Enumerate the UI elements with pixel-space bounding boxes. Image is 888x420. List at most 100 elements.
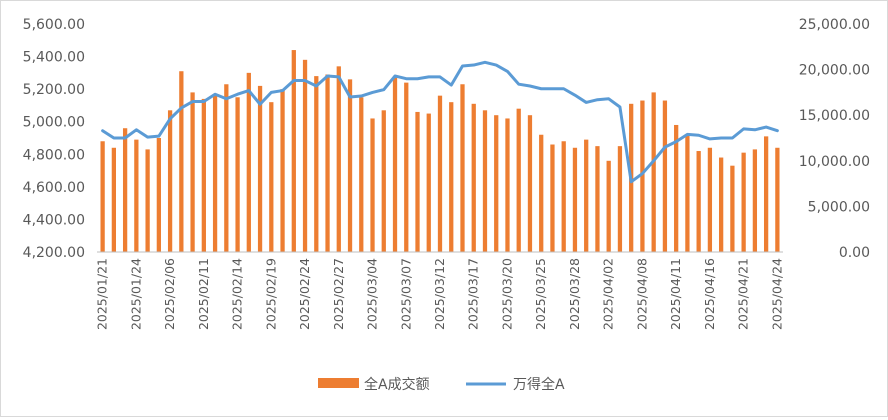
- x-tick-label: 2025/04/02: [601, 258, 616, 330]
- bar-2025/04/11: [674, 124, 679, 252]
- bar-2025/03/07: [404, 82, 409, 252]
- x-tick-label: 2025/03/20: [499, 258, 514, 330]
- x-tick-label: 2025/04/08: [634, 258, 649, 330]
- bar-2025/01/24: [134, 139, 139, 252]
- left-y-tick-label: 5,600.00: [23, 17, 85, 33]
- bar-2025/03/03: [359, 97, 364, 252]
- bar-2025/03/14: [460, 84, 465, 252]
- left-y-tick-label: 4,800.00: [23, 147, 85, 163]
- left-y-axis: 4,200.00 4,400.00 4,600.00 4,800.00 5,000.00…: [23, 17, 85, 261]
- bar-2025/03/25: [539, 134, 544, 252]
- legend-label-bars: 全A成交额: [364, 376, 430, 393]
- x-tick-label: 2025/03/07: [398, 258, 413, 330]
- x-tick-label: 2025/03/25: [533, 258, 548, 330]
- x-tick-label: 2025/01/21: [95, 258, 110, 330]
- bar-2025/03/12: [437, 95, 443, 252]
- x-tick-label: 2025/04/16: [702, 258, 717, 330]
- bar-2025/03/26: [550, 144, 555, 252]
- right-y-tick-label: 5,000.00: [808, 199, 870, 215]
- x-tick-label: 2025/04/11: [668, 258, 683, 330]
- x-tick-label: 2025/03/12: [432, 258, 447, 330]
- bar-2025/03/28: [572, 147, 578, 252]
- bar-2025/04/22: [752, 149, 758, 252]
- x-tick-label: 2025/02/24: [297, 258, 312, 330]
- bar-2025/03/06: [392, 77, 398, 253]
- bar-2025/03/19: [494, 115, 499, 252]
- right-y-tick-label: 20,000.00: [799, 63, 870, 79]
- x-tick-label: 2025/03/28: [567, 258, 582, 330]
- bar-2025/04/02: [606, 160, 611, 252]
- bar-2025/04/17: [719, 157, 724, 252]
- bar-2025/02/07: [179, 71, 184, 252]
- x-tick-label: 2025/03/04: [365, 258, 380, 330]
- bar-2025/02/28: [347, 79, 353, 253]
- bar-2025/03/11: [426, 113, 431, 252]
- bar-2025/02/25: [314, 76, 319, 252]
- right-y-tick-label: 15,000.00: [799, 108, 870, 124]
- bar-2025/03/05: [381, 110, 386, 252]
- right-y-tick-label: 25,000.00: [799, 17, 870, 33]
- bar-2025/02/11: [201, 98, 206, 252]
- bar-2025/02/14: [235, 97, 240, 252]
- bar-2025/02/21: [291, 50, 296, 253]
- x-tick-label: 2025/02/06: [162, 258, 177, 330]
- bar-2025/03/24: [527, 115, 533, 252]
- bar-2025/04/23: [763, 136, 769, 252]
- bar-2025/03/27: [561, 141, 566, 252]
- bar-2025/02/20: [280, 89, 285, 252]
- bar-2025/01/22: [111, 147, 116, 252]
- bar-2025/03/31: [584, 139, 589, 252]
- x-tick-label: 2025/04/21: [736, 258, 751, 330]
- right-y-axis: 0.00 5,000.00 10,000.00 15,000.00 20,000.00 2…: [799, 17, 870, 261]
- bar-2025/04/15: [696, 151, 701, 252]
- bar-2025/02/17: [246, 72, 251, 252]
- bar-2025/01/21: [100, 141, 105, 252]
- right-y-tick-label: 10,000.00: [799, 154, 870, 170]
- left-y-tick-label: 5,000.00: [23, 115, 85, 131]
- left-y-tick-label: 4,400.00: [23, 212, 85, 228]
- left-y-tick-label: 4,600.00: [23, 180, 85, 196]
- bar-2025/03/20: [505, 118, 510, 253]
- bar-2025/02/26: [325, 74, 330, 253]
- bar-2025/03/10: [415, 111, 420, 252]
- legend: 全A成交额 万得全A: [318, 376, 565, 393]
- bar-2025/02/06: [167, 110, 173, 252]
- bar-2025/04/16: [707, 147, 713, 252]
- bar-2025/03/04: [370, 118, 375, 253]
- bar-2025/01/23: [122, 128, 128, 252]
- bar-2025/02/18: [257, 85, 263, 252]
- bar-2025/03/18: [482, 110, 488, 252]
- left-y-tick-label: 4,200.00: [23, 245, 85, 261]
- bar-2025/04/24: [775, 147, 780, 252]
- x-tick-label: 2025/02/14: [230, 258, 245, 330]
- bar-2025/03/21: [516, 108, 521, 252]
- x-tick-label: 2025/02/19: [263, 258, 278, 330]
- plot-area: [100, 50, 780, 253]
- bar-2025/04/03: [617, 146, 623, 252]
- x-tick-label: 2025/04/24: [769, 258, 784, 330]
- bar-2025/02/12: [212, 95, 218, 252]
- x-tick-label: 2025/02/27: [331, 258, 346, 330]
- left-y-tick-label: 5,200.00: [23, 82, 85, 98]
- bar-2025/04/08: [640, 100, 645, 252]
- bar-2025/04/01: [595, 146, 600, 252]
- x-tick-label: 2025/01/24: [128, 258, 143, 330]
- x-axis: 2025/01/21 2025/01/24 2025/02/06 2025/02/11…: [95, 251, 784, 330]
- bar-2025/04/14: [685, 134, 690, 252]
- bar-2025/02/10: [190, 92, 195, 253]
- x-tick-label: 2025/03/17: [466, 258, 481, 330]
- bar-2025/01/27: [145, 149, 150, 252]
- bar-2025/04/10: [662, 100, 668, 252]
- bar-2025/02/13: [224, 84, 229, 252]
- bar-2025/02/05: [156, 138, 161, 252]
- bar-2025/04/18: [730, 165, 735, 252]
- bar-2025/02/27: [336, 66, 341, 252]
- bar-2025/04/21: [741, 152, 746, 252]
- bar-2025/03/13: [449, 102, 454, 252]
- right-y-tick-label: 0.00: [839, 245, 870, 261]
- bar-2025/02/24: [302, 59, 308, 252]
- legend-label-line: 万得全A: [513, 376, 565, 393]
- left-y-tick-label: 5,400.00: [23, 50, 85, 66]
